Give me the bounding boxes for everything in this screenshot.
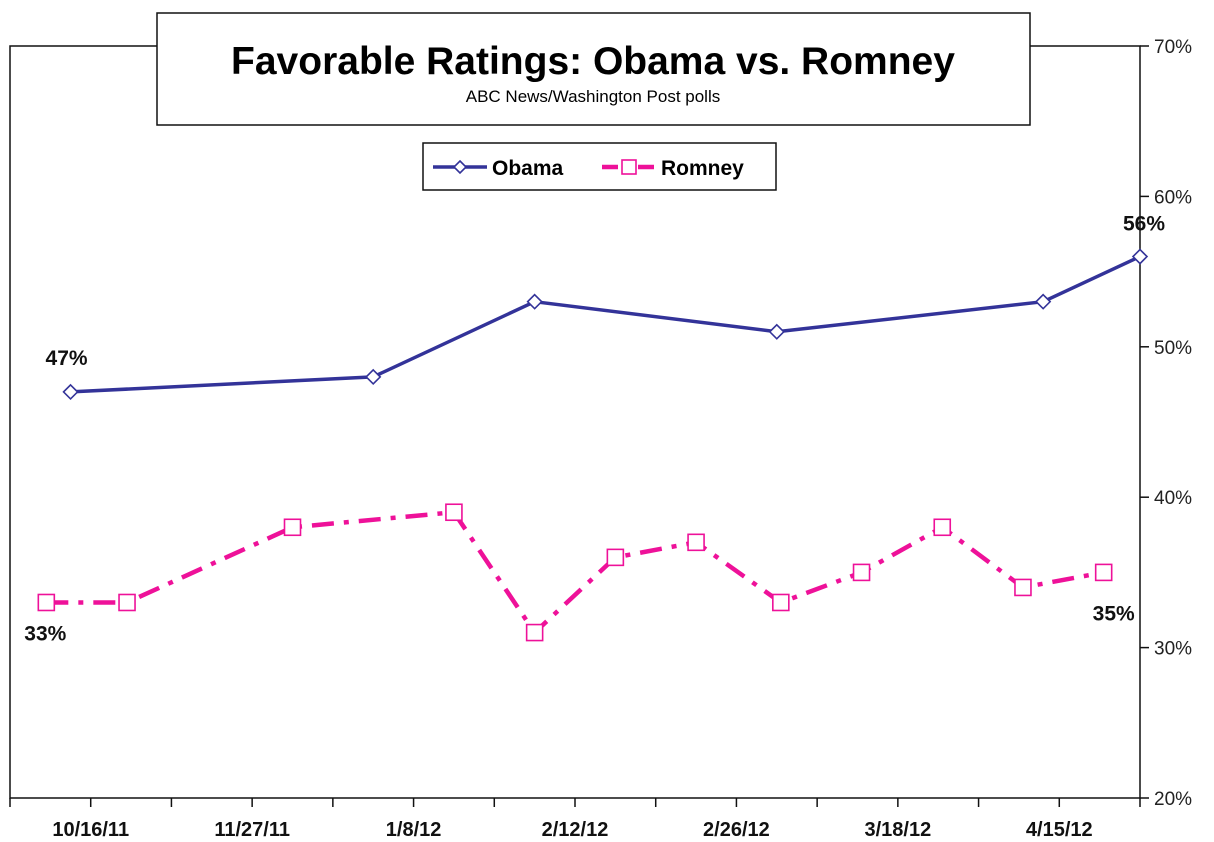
- data-point-romney: [118, 593, 136, 612]
- chart-subtitle: ABC News/Washington Post polls: [466, 87, 720, 106]
- data-point-romney: [283, 518, 302, 537]
- x-tick-label: 2/12/12: [542, 819, 609, 841]
- legend-obama-marker: [452, 159, 468, 175]
- y-tick-label: 50%: [1154, 338, 1192, 359]
- y-tick-label: 20%: [1154, 789, 1192, 810]
- data-point-romney: [1014, 578, 1032, 597]
- data-point-romney: [852, 563, 871, 582]
- x-tick-label: 4/15/12: [1026, 819, 1093, 841]
- y-tick-label: 70%: [1154, 37, 1192, 58]
- y-axis: 20% 30% 40% 50% 60% 70%: [1140, 37, 1192, 810]
- data-point-romney: [525, 623, 544, 642]
- data-point-obama: [1035, 293, 1052, 310]
- data-point-romney: [687, 533, 705, 552]
- x-tick-label: 2/26/12: [703, 819, 770, 841]
- data-labels: 47% 56% 33% 35%: [24, 213, 1165, 646]
- data-point-obama: [1131, 248, 1149, 265]
- x-tick-label: 10/16/11: [52, 819, 129, 841]
- x-tick-label: 3/18/12: [864, 819, 931, 841]
- data-point-romney: [933, 518, 952, 537]
- data-point-romney: [445, 503, 463, 522]
- data-point-romney: [772, 593, 790, 612]
- data-label: 33%: [24, 622, 66, 645]
- legend-obama-label: Obama: [492, 157, 564, 180]
- series-line-romney: [46, 509, 1105, 635]
- data-point-romney: [37, 593, 56, 612]
- data-point-obama: [365, 368, 382, 386]
- data-point-obama: [768, 323, 785, 340]
- y-tick-label: 60%: [1154, 187, 1192, 208]
- legend-romney-marker: [621, 159, 637, 175]
- x-tick-label: 11/27/11: [214, 819, 290, 841]
- data-point-romney: [606, 548, 625, 567]
- y-tick-label: 30%: [1154, 639, 1192, 660]
- series-layer: [37, 248, 1149, 642]
- legend: Obama Romney: [422, 142, 777, 191]
- chart-title: Favorable Ratings: Obama vs. Romney: [231, 40, 955, 83]
- series-line-obama: [70, 254, 1141, 394]
- x-tick-label: 1/8/12: [386, 819, 442, 841]
- x-axis: 10/16/11 11/27/11 1/8/12 2/12/12 2/26/12 3/18…: [9, 798, 1141, 841]
- data-point-romney: [1094, 563, 1113, 582]
- data-point-obama: [62, 383, 79, 401]
- y-tick-label: 40%: [1154, 488, 1192, 509]
- data-label: 56%: [1123, 213, 1165, 236]
- title-box: Favorable Ratings: Obama vs. Romney ABC …: [156, 12, 1031, 126]
- data-label: 35%: [1093, 602, 1135, 625]
- legend-romney-label: Romney: [661, 157, 744, 180]
- data-label: 47%: [46, 347, 88, 370]
- data-point-obama: [526, 293, 543, 310]
